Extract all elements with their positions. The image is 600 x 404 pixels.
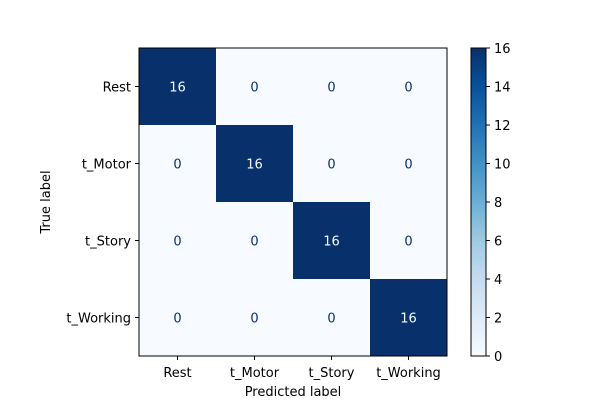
colorbar-tick-label: 4 [494, 273, 502, 288]
heatmap-cell [139, 202, 217, 280]
cell-value-label: 0 [327, 312, 335, 327]
heatmap-cell [216, 48, 294, 126]
cell-value-label: 0 [173, 312, 181, 327]
cell-value-label: 16 [169, 81, 186, 96]
y-axis-label: True label [39, 170, 54, 234]
x-tick-label: t_Working [376, 366, 441, 381]
colorbar-tick-label: 2 [494, 312, 502, 327]
y-tick-label: t_Working [66, 312, 131, 327]
colorbar-tick-label: 0 [494, 350, 502, 365]
colorbar-ticks: 0 2 4 6 8 10 12 14 16 [486, 42, 511, 365]
cell-value-labels: 16 0 0 0 0 16 0 0 0 0 16 0 0 0 0 16 [169, 81, 417, 327]
heatmap-cell [293, 279, 371, 357]
x-axis-ticks: Rest t_Motor t_Story t_Working [163, 356, 441, 381]
plot-frame [138, 47, 448, 357]
colorbar-tick-label: 8 [494, 196, 502, 211]
heatmap-cell [139, 125, 217, 203]
cell-value-label: 16 [400, 312, 417, 327]
heatmap-cell [139, 279, 217, 357]
heatmap-cell [370, 279, 448, 357]
cell-value-label: 0 [404, 81, 412, 96]
cell-value-label: 0 [327, 158, 335, 173]
heatmap-cell [216, 202, 294, 280]
y-tick-label: t_Story [85, 235, 131, 250]
colorbar-tick-label: 16 [494, 42, 511, 57]
cell-value-label: 0 [404, 235, 412, 250]
colorbar-tick-label: 10 [494, 158, 511, 173]
colorbar-tick-label: 12 [494, 119, 511, 134]
x-tick-label: t_Motor [230, 366, 280, 381]
y-axis-ticks: Rest t_Motor t_Story t_Working [66, 81, 139, 327]
colorbar [470, 47, 487, 357]
heatmap-cell [139, 48, 217, 126]
heatmap-cell [370, 48, 448, 126]
cell-value-label: 0 [404, 158, 412, 173]
x-tick-label: Rest [163, 366, 191, 381]
cell-value-label: 16 [246, 158, 263, 173]
cell-value-label: 16 [323, 235, 340, 250]
y-tick-label: Rest [103, 81, 131, 96]
heatmap-cell [293, 48, 371, 126]
cell-value-label: 0 [250, 312, 258, 327]
colorbar-tick-label: 14 [494, 81, 511, 96]
cell-value-label: 0 [250, 235, 258, 250]
cell-value-label: 0 [327, 81, 335, 96]
cell-value-label: 0 [173, 158, 181, 173]
heatmap-cell [216, 279, 294, 357]
heatmap-cell [216, 125, 294, 203]
cell-value-label: 0 [173, 235, 181, 250]
heatmap-cells [139, 48, 448, 357]
heatmap-cell [370, 202, 448, 280]
heatmap-cell [293, 125, 371, 203]
x-tick-label: t_Story [309, 366, 355, 381]
cell-value-label: 0 [250, 81, 258, 96]
x-axis-label: Predicted label [245, 385, 342, 400]
y-tick-label: t_Motor [82, 158, 132, 173]
heatmap-cell [370, 125, 448, 203]
heatmap-cell [293, 202, 371, 280]
colorbar-tick-label: 6 [494, 235, 502, 250]
